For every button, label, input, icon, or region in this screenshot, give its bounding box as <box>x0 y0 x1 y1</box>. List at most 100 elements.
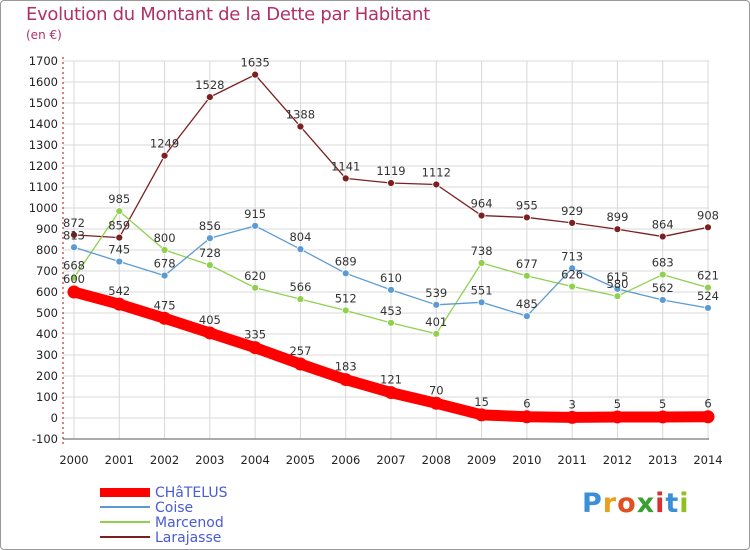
chart-title: Evolution du Montant de la Dette par Hab… <box>26 4 430 25</box>
data-point <box>432 329 441 338</box>
data-label: 600 <box>63 272 85 286</box>
data-label: 929 <box>561 204 583 218</box>
x-tick-label: 2001 <box>105 453 134 467</box>
data-label: 475 <box>154 298 176 312</box>
data-label: 620 <box>244 269 266 283</box>
x-tick-label: 2012 <box>603 453 632 467</box>
data-point <box>70 230 78 239</box>
data-label: 872 <box>63 216 85 230</box>
data-label: 1141 <box>331 159 360 173</box>
logo-letter: P <box>582 488 603 519</box>
data-point <box>658 232 667 241</box>
data-point <box>248 341 262 355</box>
y-tick-label: 300 <box>36 348 58 362</box>
data-point <box>387 285 395 294</box>
logo-letter: r <box>602 488 618 519</box>
data-point <box>296 295 305 304</box>
legend-swatch <box>100 487 150 497</box>
data-label: 804 <box>289 230 311 244</box>
x-tick-label: 2004 <box>241 453 270 467</box>
data-point <box>704 304 712 312</box>
data-label: 524 <box>697 289 719 303</box>
data-label: 621 <box>697 269 719 283</box>
data-point <box>701 410 715 424</box>
y-tick-label: 600 <box>36 285 58 299</box>
data-point <box>251 70 260 79</box>
x-tick-label: 2008 <box>422 453 451 467</box>
y-tick-label: 900 <box>36 222 58 236</box>
y-tick-label: 800 <box>36 243 58 257</box>
x-tick-label: 2000 <box>59 453 88 467</box>
data-point <box>387 179 395 187</box>
data-point <box>115 257 124 266</box>
y-tick-label: 700 <box>36 264 58 278</box>
data-point <box>160 271 169 280</box>
data-point <box>70 273 78 282</box>
data-point <box>112 297 126 311</box>
x-tick-label: 2006 <box>331 453 360 467</box>
x-tick-label: 2005 <box>286 453 315 467</box>
data-label: 3 <box>568 397 575 411</box>
data-point <box>70 243 78 252</box>
data-label: 5 <box>614 397 621 411</box>
data-label: 899 <box>606 210 628 224</box>
data-label: 1112 <box>422 165 451 179</box>
data-point <box>296 245 305 254</box>
logo-letter: x <box>636 488 656 519</box>
data-point <box>565 410 579 424</box>
data-point <box>613 284 622 293</box>
y-tick-label: 0 <box>51 411 58 425</box>
legend-swatch <box>100 506 150 508</box>
data-point <box>293 357 307 371</box>
data-label: 566 <box>289 280 311 294</box>
data-point <box>115 207 124 216</box>
proxiti-logo: Proxiti <box>582 488 690 519</box>
data-point <box>432 300 441 309</box>
data-point <box>568 219 577 227</box>
data-point <box>160 151 169 160</box>
data-label: 183 <box>335 360 357 374</box>
legend-swatch <box>100 536 150 538</box>
data-label: 335 <box>244 328 266 342</box>
data-label: 539 <box>425 286 447 300</box>
data-label: 683 <box>652 256 674 270</box>
logo-letter: t <box>665 488 680 519</box>
data-label: 15 <box>474 395 489 409</box>
data-point <box>384 386 398 400</box>
data-label: 70 <box>429 383 444 397</box>
data-label: 689 <box>335 254 357 268</box>
data-point <box>339 373 353 387</box>
y-tick-label: 1000 <box>29 201 58 215</box>
data-point <box>160 246 169 254</box>
data-label: 955 <box>516 198 538 212</box>
data-label: 677 <box>516 257 538 271</box>
data-point <box>341 306 350 315</box>
data-label: 405 <box>199 313 221 327</box>
data-label: 562 <box>652 281 674 295</box>
y-tick-label: 1300 <box>29 138 58 152</box>
data-label: 1388 <box>286 108 315 122</box>
data-point <box>341 174 350 183</box>
data-point <box>656 410 670 424</box>
legend-label: Marcenod <box>155 515 224 531</box>
logo-letter: i <box>655 488 666 519</box>
data-label: 512 <box>335 291 357 305</box>
data-point <box>387 318 395 327</box>
x-tick-label: 2013 <box>648 453 677 467</box>
data-label: 6 <box>704 397 711 411</box>
data-point <box>522 312 531 321</box>
y-tick-label: 1100 <box>29 180 58 194</box>
x-tick-label: 2010 <box>512 453 541 467</box>
data-point <box>522 213 531 222</box>
y-tick-label: 100 <box>36 390 58 404</box>
legend-swatch <box>100 521 150 523</box>
data-point <box>477 298 486 307</box>
data-point <box>522 271 531 280</box>
data-label: 864 <box>652 218 674 232</box>
y-tick-label: 500 <box>36 306 58 320</box>
y-tick-label: 200 <box>36 369 58 383</box>
data-label: 121 <box>380 373 402 387</box>
data-point <box>658 270 667 279</box>
data-point <box>205 93 214 102</box>
